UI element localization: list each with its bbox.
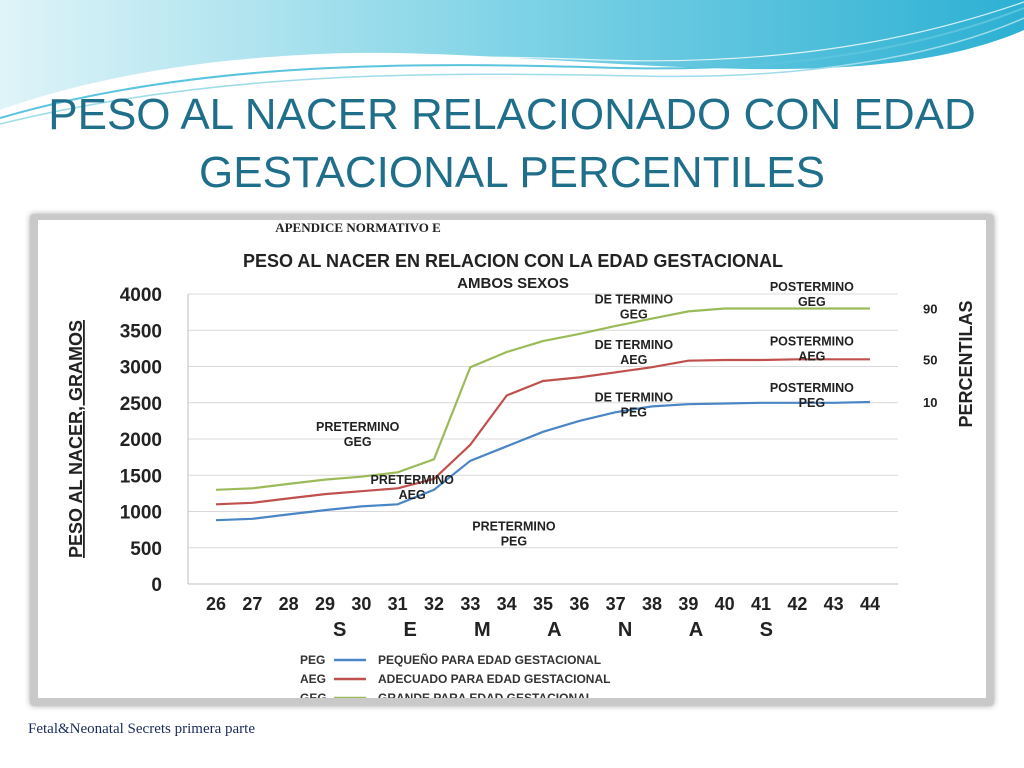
x-tick-label: 26	[206, 594, 226, 614]
y-tick-label: 2500	[120, 394, 162, 415]
x-tick-label: 41	[751, 594, 771, 614]
legend-abbr: GEG	[300, 691, 327, 698]
annotation-label: AEG	[399, 488, 426, 502]
x-tick-label: 31	[388, 594, 408, 614]
annotation-label: DE TERMINO	[595, 390, 674, 404]
series-line-geg	[215, 307, 870, 491]
y-axis-label: PESO AL NACER, GRAMOS	[66, 320, 86, 558]
y-tick-label: 3500	[120, 321, 162, 342]
legend-abbr: AEG	[300, 672, 326, 686]
x-tick-label: 29	[315, 594, 335, 614]
annotation-label: POSTERMINO	[770, 381, 854, 395]
chart-frame: APENDICE NORMATIVO E PESO AL NACER EN REL…	[30, 214, 994, 706]
x-tick-label: 43	[824, 594, 844, 614]
percentile-label-50: 50	[923, 352, 937, 367]
annotation-label: GEG	[344, 435, 372, 449]
annotation-label: PRETERMINO	[316, 420, 400, 434]
x-axis-label: S E M A N A S	[333, 619, 773, 641]
legend-text: PEQUEÑO PARA EDAD GESTACIONAL	[378, 652, 601, 667]
legend-text: ADECUADO PARA EDAD GESTACIONAL	[378, 672, 610, 686]
chart-title: PESO AL NACER EN RELACION CON LA EDAD GE…	[243, 251, 783, 271]
wave-header	[0, 0, 1024, 125]
chart-subtitle: AMBOS SEXOS	[457, 275, 569, 292]
x-tick-label: 38	[642, 594, 662, 614]
annotation-label: PRETERMINO	[371, 473, 455, 487]
y-tick-label: 1500	[120, 466, 162, 487]
y-tick-label: 1000	[120, 503, 162, 524]
chart-header: APENDICE NORMATIVO E	[275, 220, 441, 235]
percentile-label-90: 90	[923, 302, 937, 317]
x-tick-label: 37	[606, 594, 626, 614]
x-tick-label: 33	[460, 594, 480, 614]
annotation-label: AEG	[620, 353, 647, 367]
annotation-label: DE TERMINO	[595, 338, 674, 352]
x-tick-label: 42	[787, 594, 807, 614]
y-tick-label: 4000	[120, 285, 162, 306]
annotation-label: PEG	[501, 534, 527, 548]
y-tick-label: 500	[130, 539, 162, 560]
annotation-label: AEG	[798, 349, 825, 363]
slide-title-line1: PESO AL NACER RELACIONADO CON EDAD	[48, 90, 976, 139]
footer-source: Fetal&Neonatal Secrets primera parte	[28, 721, 255, 737]
annotation-label: POSTERMINO	[770, 280, 854, 294]
x-tick-label: 44	[860, 594, 880, 614]
x-tick-label: 32	[424, 594, 444, 614]
annotation-label: PEG	[621, 405, 647, 419]
percentile-axis-label: PERCENTILAS	[956, 300, 976, 427]
legend-abbr: PEG	[300, 653, 325, 667]
y-tick-label: 3000	[120, 358, 162, 379]
x-tick-label: 40	[715, 594, 735, 614]
percentile-label-10: 10	[923, 395, 937, 410]
annotation-label: DE TERMINO	[595, 292, 674, 306]
y-tick-label: 2000	[120, 430, 162, 451]
birth-weight-chart: APENDICE NORMATIVO E PESO AL NACER EN REL…	[66, 220, 976, 698]
x-tick-label: 34	[497, 594, 517, 614]
legend-text: GRANDE PARA EDAD GESTACIONAL	[378, 691, 593, 698]
x-tick-label: 27	[242, 594, 262, 614]
annotation-label: POSTERMINO	[770, 334, 854, 348]
x-tick-label: 35	[533, 594, 553, 614]
x-tick-label: 36	[569, 594, 589, 614]
slide-title: PESO AL NACER RELACIONADO CON EDAD GESTA…	[40, 86, 984, 202]
annotation-label: GEG	[620, 307, 648, 321]
annotation-label: PRETERMINO	[472, 519, 556, 533]
x-tick-label: 39	[678, 594, 698, 614]
series-line-aeg	[215, 358, 870, 506]
x-tick-label: 30	[351, 594, 371, 614]
series-line-peg	[215, 400, 871, 522]
chart-panel: APENDICE NORMATIVO E PESO AL NACER EN REL…	[38, 220, 986, 698]
annotation-label: GEG	[798, 295, 826, 309]
slide-title-line2: GESTACIONAL PERCENTILES	[199, 148, 825, 197]
x-tick-label: 28	[279, 594, 299, 614]
annotation-label: PEG	[799, 396, 825, 410]
y-tick-label: 0	[151, 575, 162, 596]
